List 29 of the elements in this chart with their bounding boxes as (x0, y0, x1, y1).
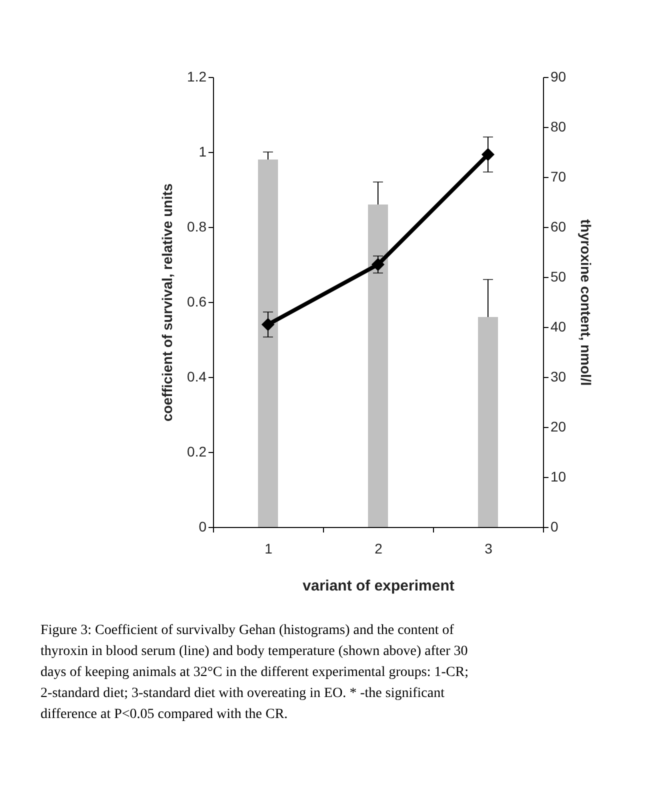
caption: Figure 3: Coefficient of survivalby Gehan (histograms) and the content of thyroxin in blood serum (line) and body temperature (shown above) after 30 days of keeping animals at 32°C in the different experimental groups: 1-CR; 2-standard diet; 3-standard diet with overeating in EO. * -the significant difference at P<0.05 compared with the CR. (40, 623, 469, 722)
bar (258, 160, 278, 527)
x-axis-title: variant of experiment (302, 578, 454, 594)
y-axis-title: coefficient of survival, relative units (159, 183, 176, 422)
y2-tick-label: 60 (550, 218, 566, 234)
y-tick-label: 0.2 (187, 444, 207, 460)
y-tick-label: 0 (198, 518, 207, 534)
bar (478, 317, 498, 527)
y2-tick-label: 20 (550, 418, 566, 434)
x-tick-label: 2 (374, 540, 383, 556)
y2-axis-title: thyroxine content, nmol/l (578, 219, 594, 386)
y2-tick-label: 80 (550, 118, 566, 134)
x-tick-label: 1 (264, 540, 273, 556)
x-tick-label: 3 (484, 540, 493, 556)
bar (368, 204, 388, 527)
y2-tick-label: 10 (550, 468, 566, 484)
y2-tick-label: 70 (550, 168, 566, 184)
y2-tick-label: 50 (550, 268, 566, 284)
y2-tick-label: 0 (550, 518, 558, 534)
y-tick-label: 0.8 (187, 218, 207, 234)
y-tick-label: 0.4 (187, 368, 207, 384)
point (481, 148, 495, 162)
point (261, 318, 275, 332)
y-tick-label: 1.2 (187, 68, 207, 84)
y-tick-label: 1 (198, 144, 207, 160)
y-tick-label: 0.6 (187, 294, 207, 310)
y2-tick-label: 90 (550, 68, 566, 84)
y2-tick-label: 30 (550, 368, 566, 384)
y2-tick-label: 40 (550, 318, 566, 334)
